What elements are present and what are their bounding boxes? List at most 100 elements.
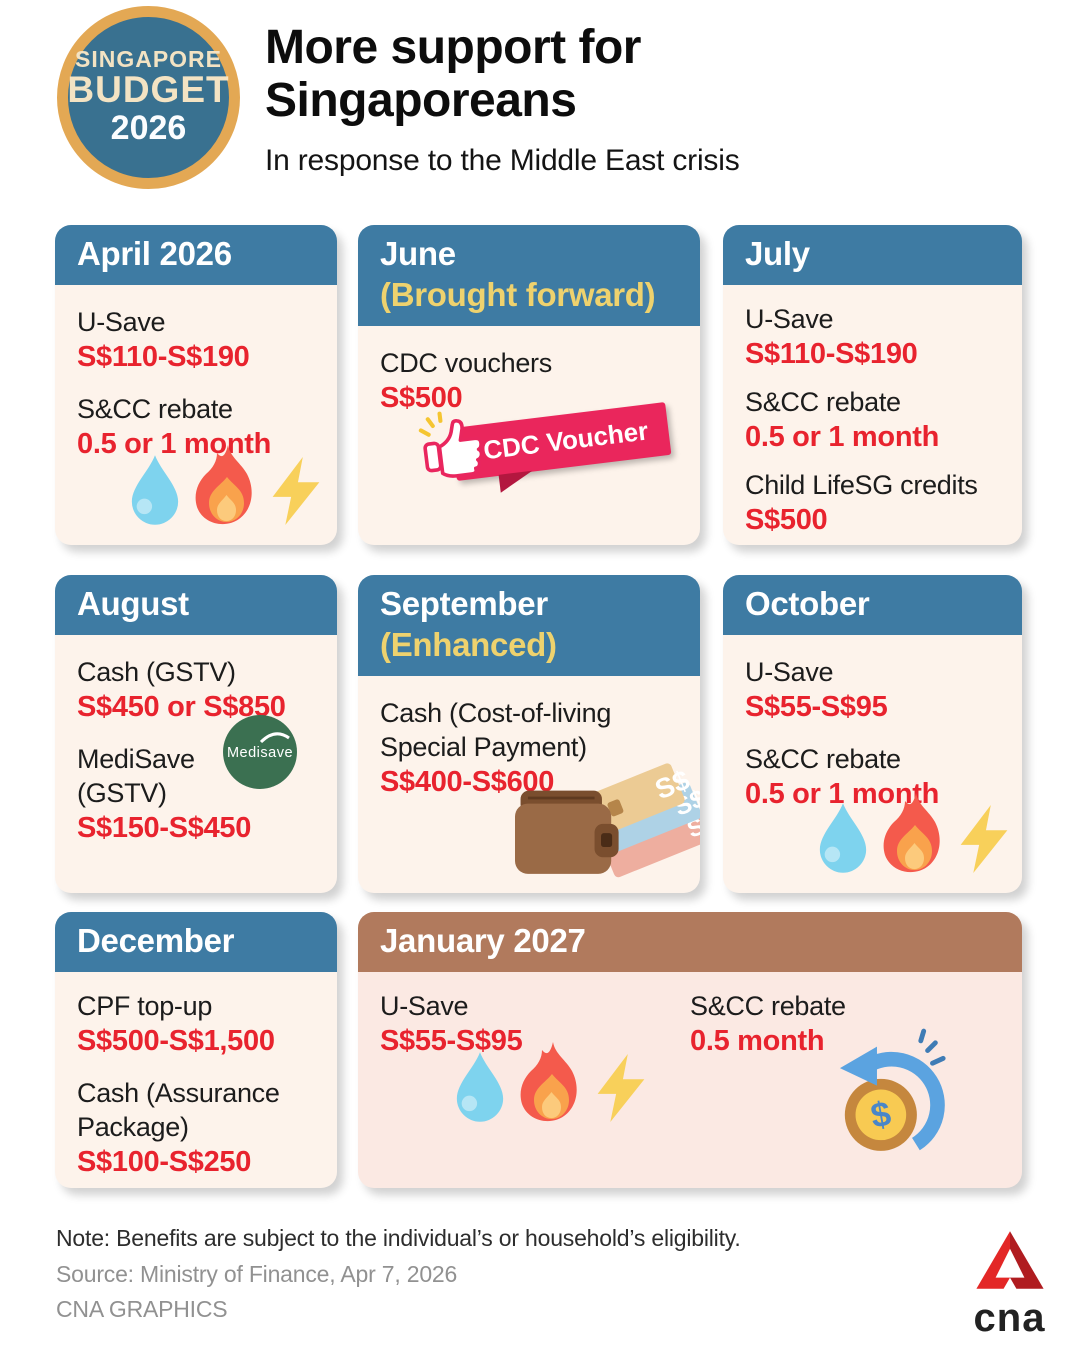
thumbs-up-icon — [412, 405, 487, 489]
card-april-title: April 2026 — [77, 235, 232, 272]
card-april-2026: April 2026 U-Save S$110-S$190 S&CC rebat… — [55, 225, 337, 545]
benefit-value: S$500-S$1,500 — [77, 1025, 275, 1058]
card-april-header: April 2026 — [55, 225, 337, 285]
benefit-label: CDC vouchers — [380, 347, 552, 378]
card-october-header: October — [723, 575, 1022, 635]
card-september-body: Cash (Cost-of-living Special Payment) S$… — [358, 676, 700, 802]
benefit-label: S&CC rebate — [745, 743, 901, 774]
water-drop-icon — [128, 453, 182, 532]
january-left-column: U-Save S$55-S$95 — [380, 989, 690, 1076]
card-january-2027: January 2027 U-Save S$55-S$95 S&CC rebat… — [358, 912, 1022, 1188]
card-january-title: January 2027 — [380, 922, 586, 959]
fire-icon — [514, 1040, 588, 1129]
benefit-item: U-Save S$55-S$95 — [745, 655, 1000, 727]
january-right-column: S&CC rebate 0.5 month — [690, 989, 1000, 1076]
wallet-cash-icon: S$ S$ S$ — [515, 762, 721, 889]
cdc-voucher-ribbon: CDC Voucher — [418, 402, 672, 493]
fire-icon — [189, 443, 263, 532]
benefit-label: Cash (GSTV) — [77, 656, 236, 687]
benefit-label: U-Save — [745, 303, 834, 334]
graphics-credit: CNA GRAPHICS — [56, 1296, 228, 1322]
card-december-title: December — [77, 922, 235, 959]
benefit-label: Cash (Cost-of-living Special Payment) — [380, 697, 612, 763]
card-january-header: January 2027 — [358, 912, 1022, 972]
benefit-item: U-Save S$110-S$190 — [745, 302, 1000, 374]
benefit-value: 0.5 month — [690, 1025, 825, 1058]
benefit-item: CDC vouchers S$500 — [380, 346, 678, 418]
header-block: More support for Singaporeans In respons… — [265, 21, 1025, 178]
benefit-label: MediSave (GSTV) — [77, 743, 195, 809]
card-october-body: U-Save S$55-S$95 S&CC rebate 0.5 or 1 mo… — [723, 635, 1022, 814]
benefit-label: CPF top-up — [77, 990, 213, 1021]
card-june: June (Brought forward) CDC vouchers S$50… — [358, 225, 700, 545]
utilities-icon-group — [453, 1040, 647, 1129]
singapore-budget-badge: SINGAPORE BUDGET 2026 — [57, 6, 240, 189]
card-july-header: July — [723, 225, 1022, 285]
card-december: December CPF top-up S$500-S$1,500 Cash (… — [55, 912, 337, 1188]
benefit-label: S&CC rebate — [690, 990, 846, 1021]
benefit-value: S$110-S$190 — [745, 338, 918, 371]
cna-logo: cna — [952, 1228, 1067, 1338]
badge-line-budget: BUDGET — [67, 69, 230, 111]
medisave-badge-label: Medisave — [226, 745, 294, 761]
card-october: October U-Save S$55-S$95 S&CC rebate 0.5… — [723, 575, 1022, 893]
utilities-icon-group — [816, 791, 1010, 880]
card-june-header: June (Brought forward) — [358, 225, 700, 326]
benefit-label: U-Save — [745, 656, 834, 687]
eligibility-note: Note: Benefits are subject to the indivi… — [56, 1225, 741, 1251]
benefit-value: S$500 — [745, 504, 828, 537]
benefit-item: Child LifeSG credits S$500 — [745, 468, 1000, 540]
benefit-value: S$100-S$250 — [77, 1146, 252, 1179]
card-august: August Cash (GSTV) S$450 or S$850 MediSa… — [55, 575, 337, 893]
card-january-body: U-Save S$55-S$95 S&CC rebate 0.5 month — [358, 972, 1022, 1076]
benefit-item: S&CC rebate 0.5 or 1 month — [77, 392, 315, 464]
benefit-label: S&CC rebate — [745, 386, 901, 417]
lightning-icon — [270, 455, 322, 532]
medisave-badge-icon: Medisave — [223, 715, 297, 789]
card-september-title: September — [380, 585, 548, 622]
card-april-body: U-Save S$110-S$190 S&CC rebate 0.5 or 1 … — [55, 285, 337, 464]
card-september: September (Enhanced) Cash (Cost-of-livin… — [358, 575, 721, 893]
card-august-title: August — [77, 585, 189, 622]
card-december-header: December — [55, 912, 337, 972]
benefit-value: S$55-S$95 — [380, 1025, 523, 1058]
badge-line-year: 2026 — [110, 109, 187, 148]
benefit-label: U-Save — [380, 990, 469, 1021]
card-october-title: October — [745, 585, 870, 622]
card-june-subtitle: (Brought forward) — [380, 275, 656, 313]
benefit-value: S$500 — [380, 382, 463, 415]
benefit-value: 0.5 or 1 month — [77, 428, 271, 461]
card-december-body: CPF top-up S$500-S$1,500 Cash (Assurance… — [55, 972, 337, 1182]
water-drop-icon — [816, 801, 870, 880]
ribbon-tail — [498, 470, 535, 493]
card-july-title: July — [745, 235, 810, 272]
card-september-subtitle: (Enhanced) — [380, 625, 557, 663]
utilities-icon-group — [128, 443, 322, 532]
water-drop-icon — [453, 1050, 507, 1129]
benefit-item: CPF top-up S$500-S$1,500 — [77, 989, 315, 1061]
benefit-value: S$110-S$190 — [77, 341, 250, 374]
badge-line-singapore: SINGAPORE — [74, 46, 223, 73]
benefit-label: U-Save — [77, 306, 166, 337]
source-line: Source: Ministry of Finance, Apr 7, 2026 — [56, 1261, 458, 1287]
benefit-value: S$150-S$450 — [77, 812, 252, 845]
benefit-value: S$55-S$95 — [745, 691, 888, 724]
benefit-label: Cash (Assurance Package) — [77, 1077, 280, 1143]
card-july: July U-Save S$110-S$190 S&CC rebate 0.5 … — [723, 225, 1022, 545]
page-title-line2: Singaporeans — [265, 73, 577, 127]
benefit-item: S&CC rebate 0.5 or 1 month — [745, 385, 1000, 457]
card-august-header: August — [55, 575, 337, 635]
benefit-item: S&CC rebate 0.5 month — [690, 989, 1000, 1061]
benefit-item: U-Save S$55-S$95 — [380, 989, 690, 1061]
page-title: More support for Singaporeans — [265, 21, 1025, 128]
benefit-label: S&CC rebate — [77, 393, 233, 424]
benefit-item: Cash (Assurance Package) S$100-S$250 — [77, 1076, 315, 1182]
benefit-item: Cash (GSTV) S$450 or S$850 — [77, 655, 315, 727]
benefit-item: U-Save S$110-S$190 — [77, 305, 315, 377]
card-august-body: Cash (GSTV) S$450 or S$850 MediSave (GST… — [55, 635, 337, 848]
card-june-title: June — [380, 235, 456, 272]
card-july-body: U-Save S$110-S$190 S&CC rebate 0.5 or 1 … — [723, 285, 1022, 540]
cna-a-mark-icon — [975, 1231, 1044, 1289]
card-june-body: CDC vouchers S$500 — [358, 326, 700, 418]
